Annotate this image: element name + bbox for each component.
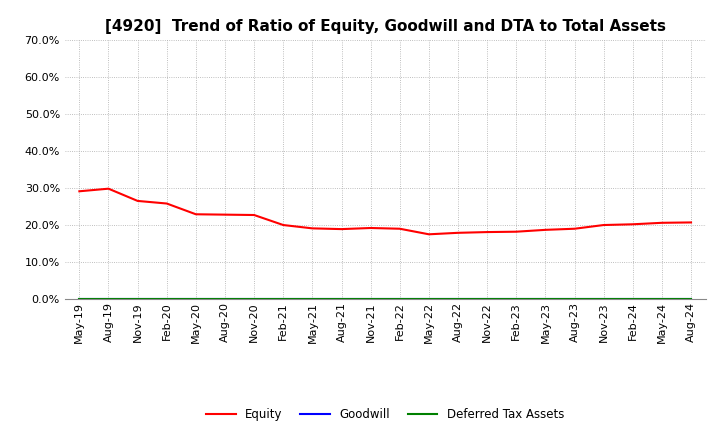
Goodwill [454,297,462,302]
Equity [599,222,608,227]
Goodwill [250,297,258,302]
Goodwill [425,297,433,302]
Deferred Tax Assets [454,297,462,302]
Equity [220,212,229,217]
Equity [133,198,142,204]
Goodwill [308,297,317,302]
Deferred Tax Assets [104,297,113,302]
Equity [454,230,462,235]
Deferred Tax Assets [366,297,375,302]
Equity [570,226,579,231]
Goodwill [279,297,287,302]
Title: [4920]  Trend of Ratio of Equity, Goodwill and DTA to Total Assets: [4920] Trend of Ratio of Equity, Goodwil… [104,19,666,34]
Deferred Tax Assets [75,297,84,302]
Deferred Tax Assets [337,297,346,302]
Equity [657,220,666,225]
Goodwill [133,297,142,302]
Deferred Tax Assets [599,297,608,302]
Goodwill [483,297,492,302]
Deferred Tax Assets [483,297,492,302]
Deferred Tax Assets [192,297,200,302]
Deferred Tax Assets [395,297,404,302]
Deferred Tax Assets [425,297,433,302]
Deferred Tax Assets [250,297,258,302]
Equity [483,229,492,235]
Goodwill [629,297,637,302]
Equity [279,222,287,227]
Equity [104,186,113,191]
Line: Equity: Equity [79,189,691,234]
Goodwill [220,297,229,302]
Deferred Tax Assets [570,297,579,302]
Goodwill [657,297,666,302]
Deferred Tax Assets [512,297,521,302]
Deferred Tax Assets [541,297,550,302]
Deferred Tax Assets [308,297,317,302]
Equity [512,229,521,235]
Equity [250,213,258,218]
Deferred Tax Assets [687,297,696,302]
Equity [395,226,404,231]
Goodwill [599,297,608,302]
Equity [337,227,346,232]
Equity [541,227,550,232]
Equity [629,222,637,227]
Goodwill [104,297,113,302]
Goodwill [192,297,200,302]
Goodwill [512,297,521,302]
Goodwill [163,297,171,302]
Deferred Tax Assets [279,297,287,302]
Goodwill [541,297,550,302]
Goodwill [687,297,696,302]
Equity [163,201,171,206]
Goodwill [337,297,346,302]
Deferred Tax Assets [163,297,171,302]
Goodwill [570,297,579,302]
Equity [687,220,696,225]
Deferred Tax Assets [220,297,229,302]
Goodwill [395,297,404,302]
Equity [366,225,375,231]
Goodwill [75,297,84,302]
Equity [75,189,84,194]
Goodwill [366,297,375,302]
Legend: Equity, Goodwill, Deferred Tax Assets: Equity, Goodwill, Deferred Tax Assets [202,404,569,426]
Deferred Tax Assets [657,297,666,302]
Deferred Tax Assets [629,297,637,302]
Equity [425,231,433,237]
Deferred Tax Assets [133,297,142,302]
Equity [308,226,317,231]
Equity [192,212,200,217]
